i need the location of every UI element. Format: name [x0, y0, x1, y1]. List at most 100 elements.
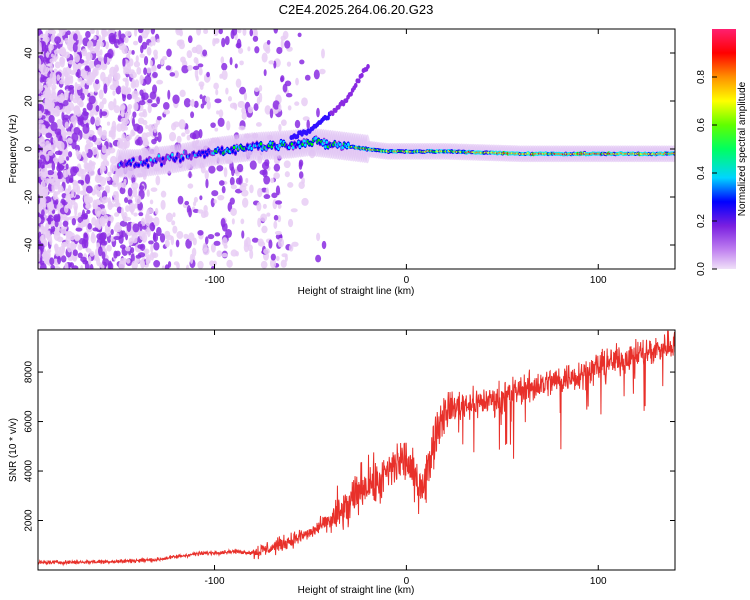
spectrogram-noise-blob [133, 212, 138, 217]
spectrogram-noise-blob [197, 209, 204, 214]
spectrogram-noise-blob [183, 233, 189, 239]
spectrogram-noise-blob [40, 64, 47, 75]
spectrogram-noise-blob [239, 86, 246, 95]
spectrogram-noise-blob [59, 56, 66, 65]
spectrogram-noise-blob [268, 60, 275, 65]
spectrogram-ridge-core [161, 157, 165, 161]
spectrogram-noise-blob [127, 107, 132, 116]
spectrogram-noise-blob [62, 133, 67, 142]
spectrogram-noise-blob [273, 172, 280, 180]
spectrogram-noise-blob [243, 239, 248, 247]
spectrogram-noise-blob [87, 129, 95, 137]
spectrogram-noise-blob [102, 129, 108, 136]
spectrogram-noise-blob [134, 195, 142, 205]
spectrogram-noise-blob [153, 216, 160, 227]
spectrogram-noise-blob [128, 237, 134, 246]
spectrogram-noise-blob [94, 68, 99, 77]
spectrogram-noise-blob [173, 261, 180, 266]
spectrogram-noise-blob [74, 206, 78, 217]
spectrogram-noise-blob [139, 230, 146, 241]
colorbar-tick-label: 0.6 [696, 118, 707, 132]
spectrogram-noise-blob [58, 164, 65, 170]
spectrogram-noise-blob [82, 111, 89, 116]
spectrogram-noise-blob [69, 70, 76, 75]
spectrogram-branch-blob [349, 91, 353, 97]
spectrogram-noise-blob [294, 119, 301, 129]
spectrogram-noise-blob [137, 244, 144, 249]
spectrogram-noise-blob [133, 40, 139, 46]
spectrogram-noise-blob [193, 100, 199, 108]
spectrogram-noise-blob [53, 190, 58, 198]
spectrogram-ridge-core [250, 146, 253, 151]
spectrogram-noise-blob [87, 71, 92, 77]
spectrogram-noise-blob [192, 237, 197, 246]
spectrogram-noise-blob [242, 29, 247, 36]
spectrogram-noise-blob [213, 82, 219, 90]
spectrogram-noise-blob [109, 163, 115, 174]
spectrogram-noise-blob [92, 199, 98, 210]
spectrogram-noise-blob [298, 159, 304, 167]
spectrogram-noise-blob [123, 178, 127, 185]
spectrogram-noise-blob [188, 232, 195, 242]
spectrogram-noise-blob [115, 250, 121, 257]
spectrogram-noise-blob [38, 119, 44, 124]
spectrogram-noise-blob [136, 258, 141, 264]
spectrogram-noise-blob [104, 185, 111, 193]
spectrogram-noise-blob [75, 149, 79, 157]
spectrogram-noise-blob [126, 93, 133, 100]
spectrogram-noise-blob [266, 212, 271, 217]
spectrogram-noise-blob [275, 200, 283, 205]
spectrogram-noise-blob [115, 85, 122, 95]
spectrogram-noise-blob [138, 100, 146, 106]
spectrogram-noise-blob [86, 209, 91, 214]
spectrogram-noise-blob [44, 99, 50, 110]
spectrogram-noise-blob [86, 102, 93, 111]
spectrogram-noise-blob [110, 228, 114, 236]
spectrogram-noise-blob [85, 143, 89, 150]
spectrogram-noise-blob [72, 42, 78, 53]
spectrogram-noise-blob [128, 202, 136, 213]
spectrogram-noise-blob [274, 230, 282, 236]
spectrogram-ridge-core [269, 141, 272, 145]
spectrogram-branch-blob [353, 82, 358, 88]
spectrogram-noise-blob [120, 117, 127, 124]
spectrogram-noise-blob [40, 171, 47, 182]
spectrogram-noise-blob [150, 244, 154, 253]
spectrogram-noise-blob [239, 60, 244, 66]
spectrogram-noise-blob [60, 72, 65, 83]
spectrogram-noise-blob [297, 32, 302, 38]
spectrogram-noise-blob [130, 129, 135, 137]
spectrogram-noise-blob [180, 56, 186, 63]
spectrogram-noise-blob [41, 188, 49, 198]
spectrogram-noise-blob [93, 35, 97, 41]
spectrogram-noise-blob [99, 49, 103, 56]
spectrogram-noise-blob [85, 149, 89, 154]
spectrogram-noise-blob [284, 254, 288, 262]
spectrogram-noise-blob [270, 253, 276, 261]
spectrogram-noise-blob [230, 207, 237, 216]
spectrogram-ridge-core [189, 156, 193, 160]
spectrogram-noise-blob [49, 62, 53, 73]
snr-x-tick-label: -100 [205, 576, 225, 587]
snr-x-label: Height of straight line (km) [298, 585, 415, 596]
spectrogram-ridge-core [220, 146, 224, 150]
spectrogram-noise-blob [149, 59, 153, 67]
spectrogram-noise-blob [99, 215, 105, 226]
spectrogram-noise-blob [50, 225, 56, 232]
spectrogram-noise-blob [136, 136, 144, 146]
spectrogram-noise-blob [172, 212, 176, 218]
spectrogram-noise-blob [301, 197, 309, 206]
spectrogram-noise-blob [204, 170, 209, 180]
spectrogram-noise-blob [80, 264, 84, 269]
spectrogram-noise-blob [172, 94, 180, 105]
spectrogram-noise-blob [100, 240, 108, 246]
spectrogram-ridge-core [219, 150, 222, 154]
spectrogram-noise-blob [48, 45, 52, 53]
spectrogram-noise-blob [50, 102, 55, 108]
spectrogram-noise-blob [156, 64, 162, 69]
spectrogram-noise-blob [315, 254, 322, 263]
spectrogram-noise-blob [280, 119, 287, 126]
spectrogram-noise-blob [41, 209, 45, 217]
spectrogram-ridge-core [137, 163, 140, 167]
spectrogram-noise-blob [147, 98, 153, 104]
